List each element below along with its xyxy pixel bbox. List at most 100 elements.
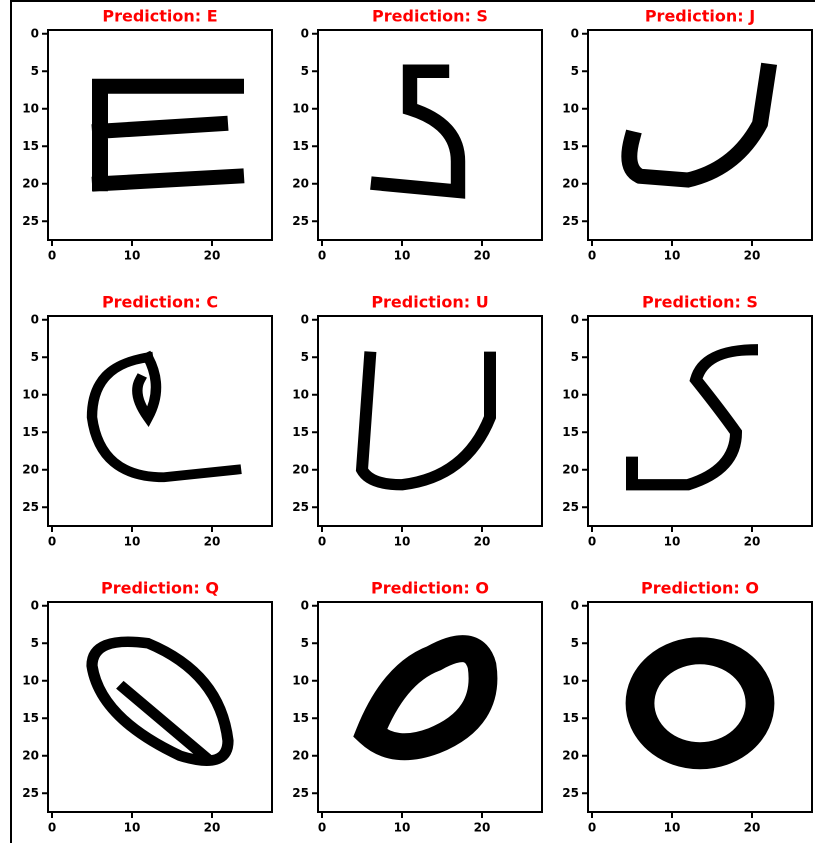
image (362, 357, 490, 485)
x-tick-label: 20 (744, 821, 761, 835)
y-tick-label: 10 (292, 673, 309, 687)
y-tick-label: 20 (292, 748, 309, 762)
axes-frame (48, 316, 272, 526)
x-tick-label: 10 (394, 821, 411, 835)
subplot-title: Prediction: E (102, 7, 217, 26)
subplot-title: Prediction: S (642, 293, 758, 312)
x-tick-label: 0 (588, 821, 596, 835)
x-tick-label: 10 (664, 249, 681, 263)
y-tick-label: 20 (22, 176, 39, 190)
y-tick-label: 5 (571, 636, 579, 650)
y-tick-label: 10 (292, 101, 309, 115)
figure: Prediction: E 0 5 10 15 20 25 0 10 20 Prediction: … (0, 0, 815, 843)
image (92, 642, 228, 761)
image (640, 651, 760, 756)
y-tick-label: 20 (22, 748, 39, 762)
y-tick-label: 10 (562, 387, 579, 401)
x-tick-label: 10 (124, 535, 141, 549)
y-tick-label: 10 (22, 673, 39, 687)
y-tick-label: 15 (22, 711, 39, 725)
subplot-title: Prediction: C (102, 293, 218, 312)
y-tick-label: 25 (22, 214, 39, 228)
axes-frame (588, 316, 812, 526)
image (632, 350, 752, 485)
image (92, 357, 236, 477)
y-tick-label: 20 (562, 462, 579, 476)
x-tick-label: 20 (204, 249, 221, 263)
y-tick-label: 15 (292, 425, 309, 439)
subplot-title: Prediction: S (372, 7, 488, 26)
y-tick-label: 0 (31, 598, 39, 612)
image (378, 71, 458, 191)
y-tick-label: 10 (22, 387, 39, 401)
subplot-title: Prediction: O (641, 579, 759, 598)
x-tick-label: 0 (48, 535, 56, 549)
y-tick-label: 5 (301, 636, 309, 650)
y-tick-label: 0 (571, 26, 579, 40)
y-tick-label: 15 (22, 425, 39, 439)
y-tick-label: 0 (301, 312, 309, 326)
y-tick-label: 0 (301, 26, 309, 40)
y-tick-label: 20 (562, 748, 579, 762)
y-tick-label: 20 (292, 462, 309, 476)
x-tick-label: 10 (394, 249, 411, 263)
y-tick-label: 0 (571, 312, 579, 326)
x-tick-label: 10 (664, 535, 681, 549)
axes-frame (318, 30, 542, 240)
axes-frame (318, 602, 542, 812)
y-tick-label: 5 (301, 350, 309, 364)
y-tick-label: 0 (571, 598, 579, 612)
y-tick-label: 10 (562, 673, 579, 687)
y-tick-label: 5 (571, 350, 579, 364)
image (629, 71, 768, 180)
y-tick-label: 0 (31, 312, 39, 326)
x-tick-label: 20 (744, 535, 761, 549)
y-tick-label: 15 (562, 139, 579, 153)
y-tick-label: 10 (562, 101, 579, 115)
y-tick-label: 5 (31, 636, 39, 650)
x-tick-label: 0 (318, 249, 326, 263)
x-tick-label: 10 (394, 535, 411, 549)
axes-frame (588, 602, 812, 812)
y-tick-label: 25 (292, 786, 309, 800)
y-tick-label: 15 (562, 711, 579, 725)
x-tick-label: 20 (474, 821, 491, 835)
y-tick-label: 25 (292, 214, 309, 228)
axes-frame (588, 30, 812, 240)
y-tick-label: 15 (22, 139, 39, 153)
y-tick-label: 5 (31, 64, 39, 78)
x-tick-label: 0 (588, 535, 596, 549)
axes-frame (318, 316, 542, 526)
x-tick-label: 20 (474, 535, 491, 549)
x-tick-label: 10 (664, 821, 681, 835)
y-tick-label: 0 (301, 598, 309, 612)
y-tick-label: 25 (22, 500, 39, 514)
image (370, 649, 483, 747)
x-tick-label: 0 (588, 249, 596, 263)
subplot-title: Prediction: U (371, 293, 488, 312)
subplot-title: Prediction: Q (101, 579, 219, 598)
x-tick-label: 0 (318, 821, 326, 835)
y-tick-label: 25 (562, 500, 579, 514)
x-tick-label: 20 (474, 249, 491, 263)
y-tick-label: 20 (562, 176, 579, 190)
x-tick-label: 10 (124, 821, 141, 835)
axes-frame (48, 602, 272, 812)
y-tick-label: 20 (292, 176, 309, 190)
y-tick-label: 15 (292, 711, 309, 725)
x-tick-label: 20 (744, 249, 761, 263)
y-tick-label: 25 (562, 214, 579, 228)
x-tick-label: 0 (48, 821, 56, 835)
y-tick-label: 5 (301, 64, 309, 78)
y-tick-label: 25 (22, 786, 39, 800)
y-tick-label: 5 (31, 350, 39, 364)
y-tick-label: 5 (571, 64, 579, 78)
y-tick-label: 25 (562, 786, 579, 800)
y-tick-label: 15 (292, 139, 309, 153)
x-tick-label: 20 (204, 535, 221, 549)
subplot-title: Prediction: J (645, 7, 755, 26)
x-tick-label: 20 (204, 821, 221, 835)
y-tick-label: 0 (31, 26, 39, 40)
y-tick-label: 15 (562, 425, 579, 439)
y-tick-label: 10 (22, 101, 39, 115)
